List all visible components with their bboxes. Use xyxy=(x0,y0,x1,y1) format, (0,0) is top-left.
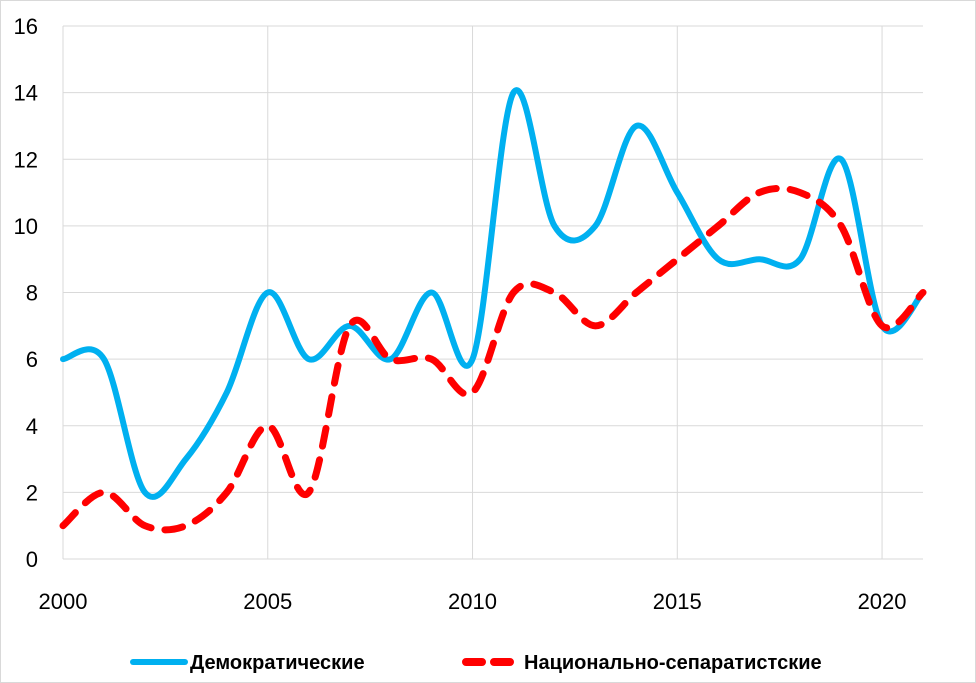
y-tick-label: 8 xyxy=(26,281,38,306)
y-tick-label: 14 xyxy=(14,81,38,106)
series-line-2 xyxy=(59,184,927,534)
y-tick-label: 16 xyxy=(14,14,38,39)
y-tick-label: 2 xyxy=(26,480,38,505)
legend-label: Национально-сепаратистские xyxy=(524,652,822,674)
legend: Демократические Национально-сепаратистски… xyxy=(130,652,822,674)
y-tick-label: 4 xyxy=(26,414,38,439)
series-lines xyxy=(59,87,927,534)
x-tick-label: 2005 xyxy=(243,589,292,614)
y-tick-label: 0 xyxy=(26,547,38,572)
y-tick-label: 6 xyxy=(26,347,38,372)
legend-label: Демократические xyxy=(190,652,365,674)
gridlines xyxy=(62,25,923,560)
y-tick-label: 12 xyxy=(14,147,38,172)
x-tick-label: 2010 xyxy=(448,589,497,614)
x-tick-label: 2000 xyxy=(39,589,88,614)
x-tick-label: 2020 xyxy=(858,589,907,614)
series-line-1 xyxy=(60,87,926,500)
x-axis-ticks: 2000 2005 2010 2015 2020 xyxy=(39,589,907,614)
y-axis-ticks: 0 2 4 6 8 10 12 14 16 xyxy=(14,14,38,572)
y-tick-label: 10 xyxy=(14,214,38,239)
x-tick-label: 2015 xyxy=(653,589,702,614)
